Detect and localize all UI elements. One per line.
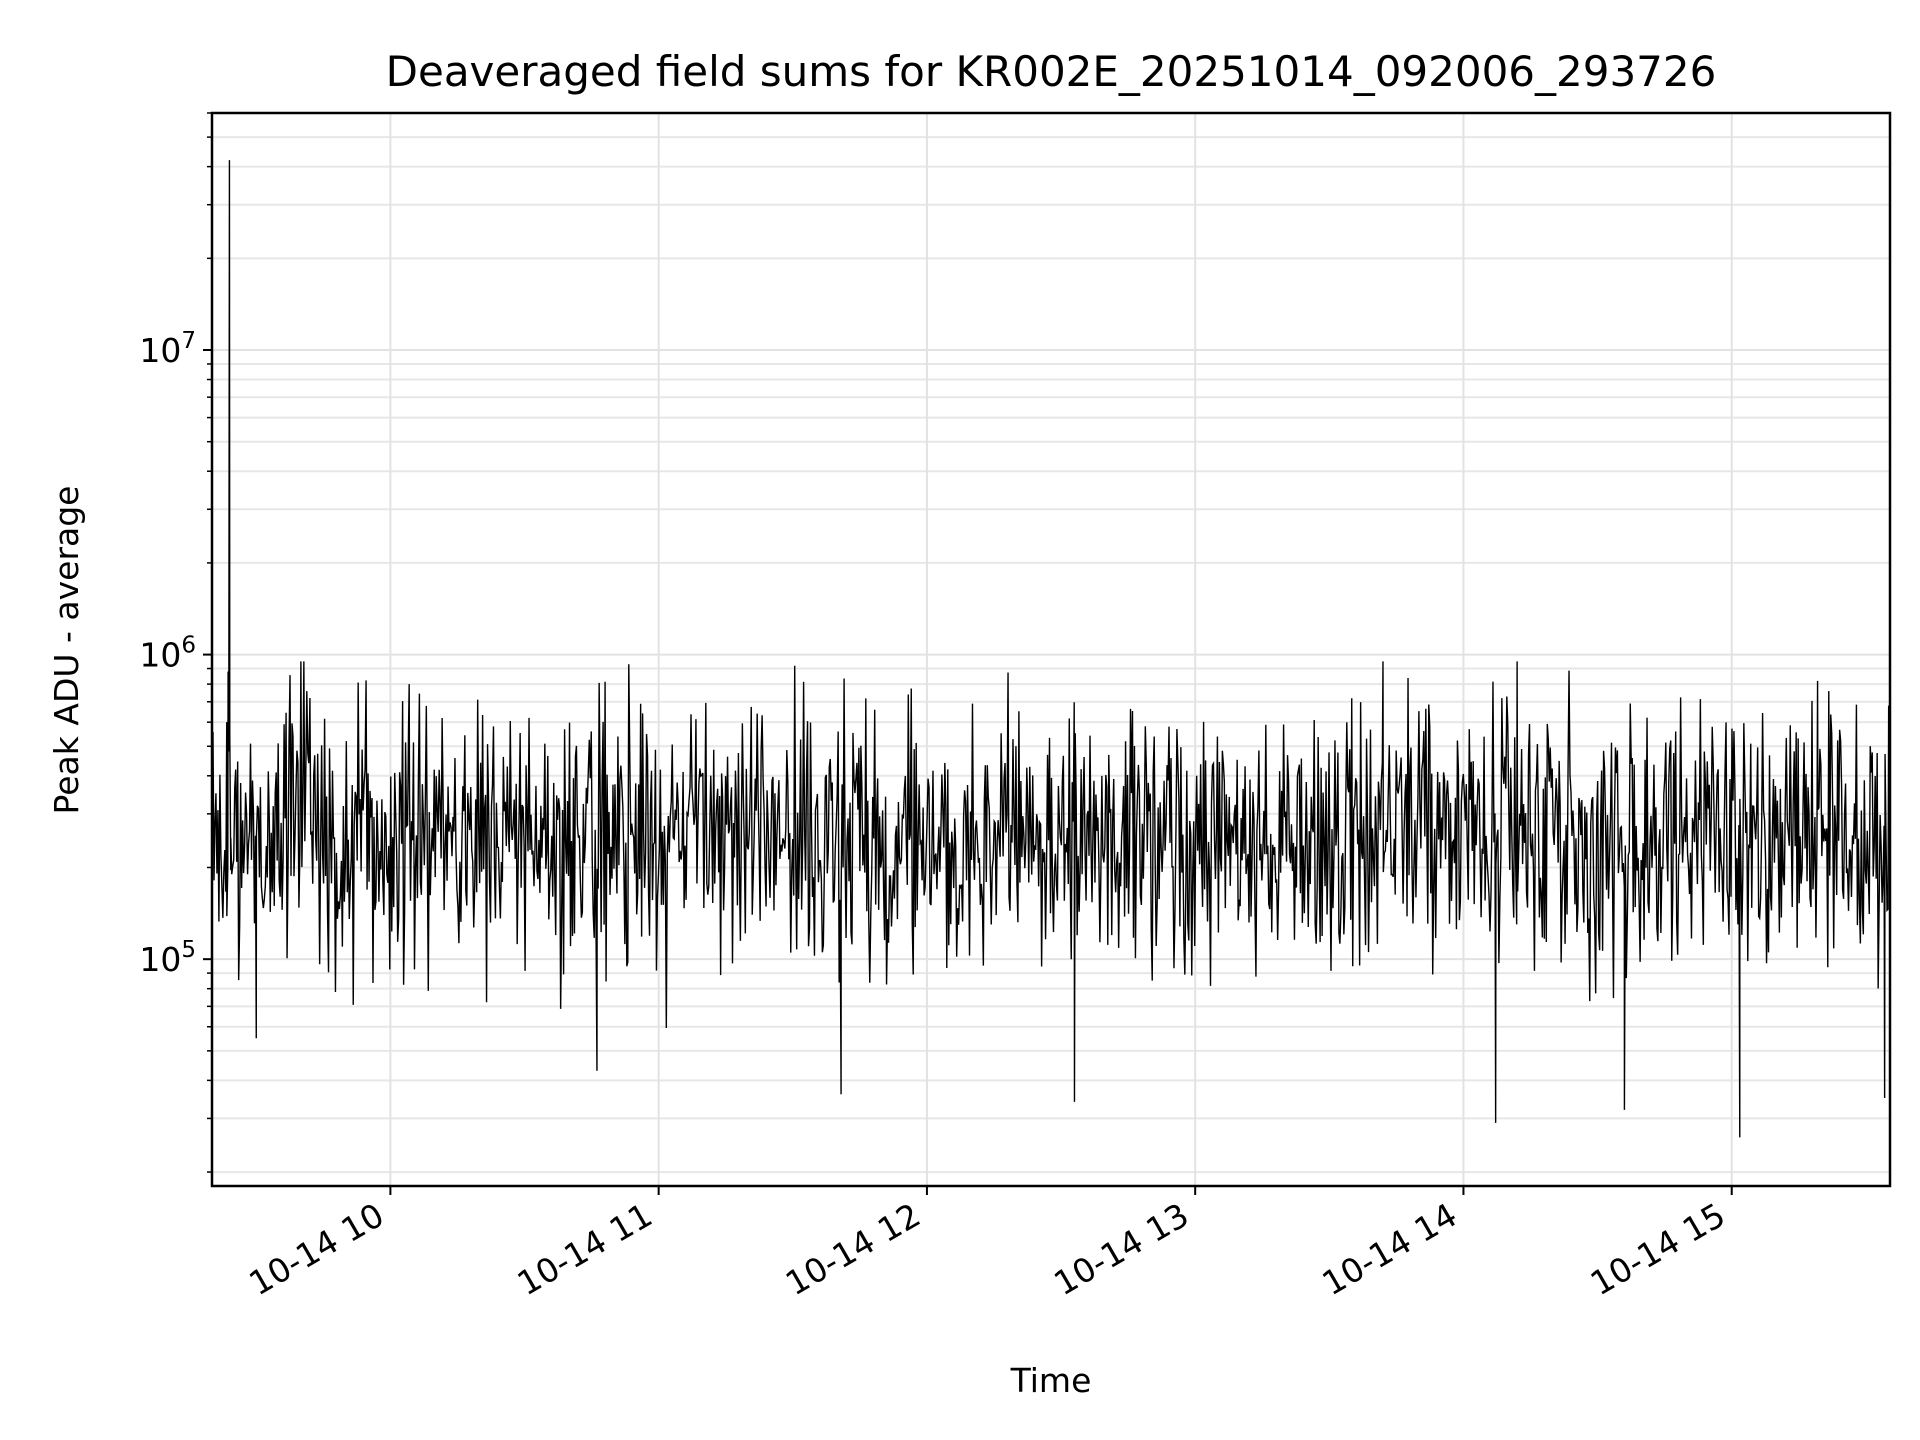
plot-frame — [210, 111, 1892, 1188]
series-line — [211, 160, 1891, 1138]
chart-title: Deaveraged field sums for KR002E_2025101… — [386, 47, 1717, 96]
grid — [212, 112, 1890, 1186]
y-axis-label: Peak ADU - average — [47, 486, 86, 815]
ticks — [203, 112, 1733, 1195]
series-layer — [211, 160, 1891, 1138]
x-axis-label: Time — [1010, 1361, 1092, 1400]
